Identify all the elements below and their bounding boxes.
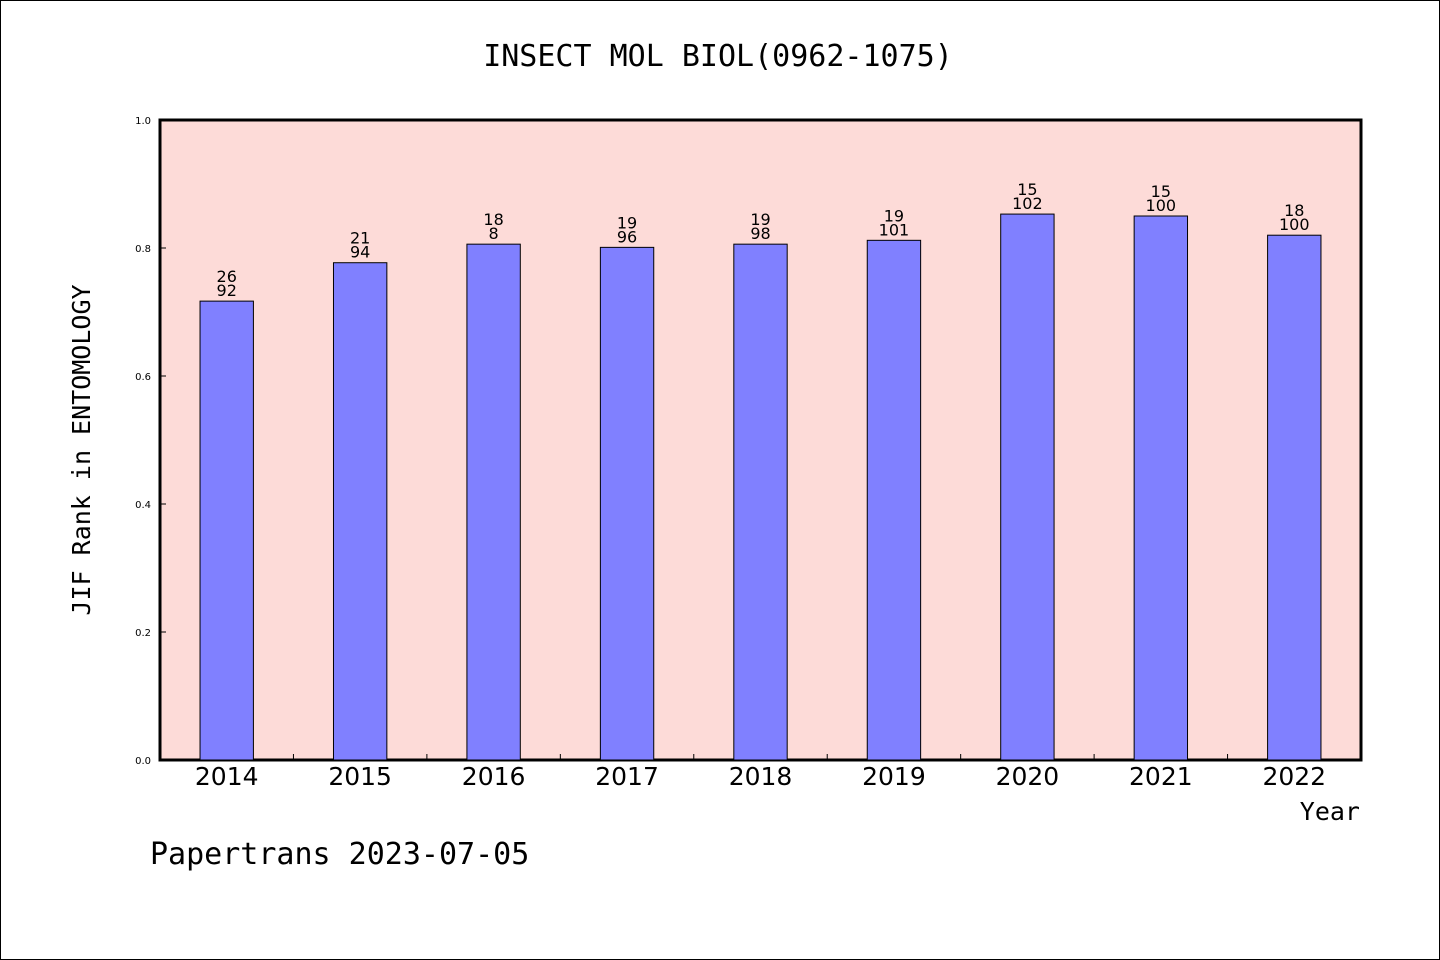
- bar-2017: [599, 246, 655, 761]
- x-tick-label: 2022: [1262, 762, 1326, 791]
- bar-rank-label: 18: [1284, 201, 1304, 220]
- y-tick-label: 0.8: [135, 244, 151, 255]
- bar-total-label: 100: [1279, 215, 1310, 234]
- bar-2018: [733, 243, 788, 761]
- bar-total-label: 100: [1146, 196, 1177, 215]
- bar-total-label: 94: [350, 243, 370, 262]
- x-tick-label: 2018: [729, 762, 793, 791]
- bar-2016: [466, 243, 521, 761]
- bar-2020: [1000, 213, 1055, 761]
- footer-text: Papertrans 2023-07-05: [150, 837, 529, 872]
- bar-2014: [199, 300, 254, 761]
- bar-total-label: 96: [617, 227, 637, 246]
- bar-2022: [1267, 234, 1322, 761]
- x-tick-label: 2015: [328, 762, 392, 791]
- bar-rank-label: 19: [750, 210, 770, 229]
- y-tick-label: 0.2: [135, 628, 151, 639]
- bar-total-label: 102: [1012, 194, 1043, 213]
- x-axis-ticks: 2014 2015 2016 2017 2018 2019 2020 2021 2022: [195, 754, 1326, 791]
- bar-rank-label: 18: [483, 210, 503, 229]
- y-tick-label: 0.0: [135, 756, 151, 767]
- bar-2021: [1133, 215, 1189, 761]
- y-axis-label: JIF Rank in ENTOMOLOGY: [67, 284, 96, 615]
- bar-2015: [332, 262, 388, 761]
- chart-title: INSECT MOL BIOL(0962-1075): [483, 39, 953, 74]
- x-tick-label: 2020: [996, 762, 1060, 791]
- x-tick-label: 2016: [462, 762, 526, 791]
- bar-total-label: 8: [489, 224, 499, 243]
- bar-rank-label: 26: [217, 267, 237, 286]
- bar-series: [199, 213, 1322, 761]
- bar-total-label: 101: [879, 220, 910, 239]
- bar-rank-label: 15: [1017, 180, 1037, 199]
- bar-total-label: 98: [750, 224, 770, 243]
- y-tick-label: 0.4: [135, 500, 151, 511]
- x-tick-label: 2019: [862, 762, 926, 791]
- bar-rank-label: 19: [884, 206, 904, 225]
- y-tick-label: 0.6: [135, 372, 151, 383]
- y-tick-label: 1.0: [135, 116, 151, 127]
- x-tick-label: 2021: [1129, 762, 1193, 791]
- bar-rank-label: 19: [617, 213, 637, 232]
- x-axis-label: Year: [1300, 797, 1360, 826]
- bar-total-label: 92: [217, 281, 237, 300]
- bar-rank-label: 21: [350, 229, 370, 248]
- bar-rank-label: 15: [1151, 182, 1171, 201]
- x-tick-label: 2014: [195, 762, 259, 791]
- x-tick-label: 2017: [595, 762, 659, 791]
- bar-2019: [866, 239, 922, 761]
- y-axis-ticks: 0.0 0.2 0.4 0.6 0.8 1.0: [135, 116, 166, 767]
